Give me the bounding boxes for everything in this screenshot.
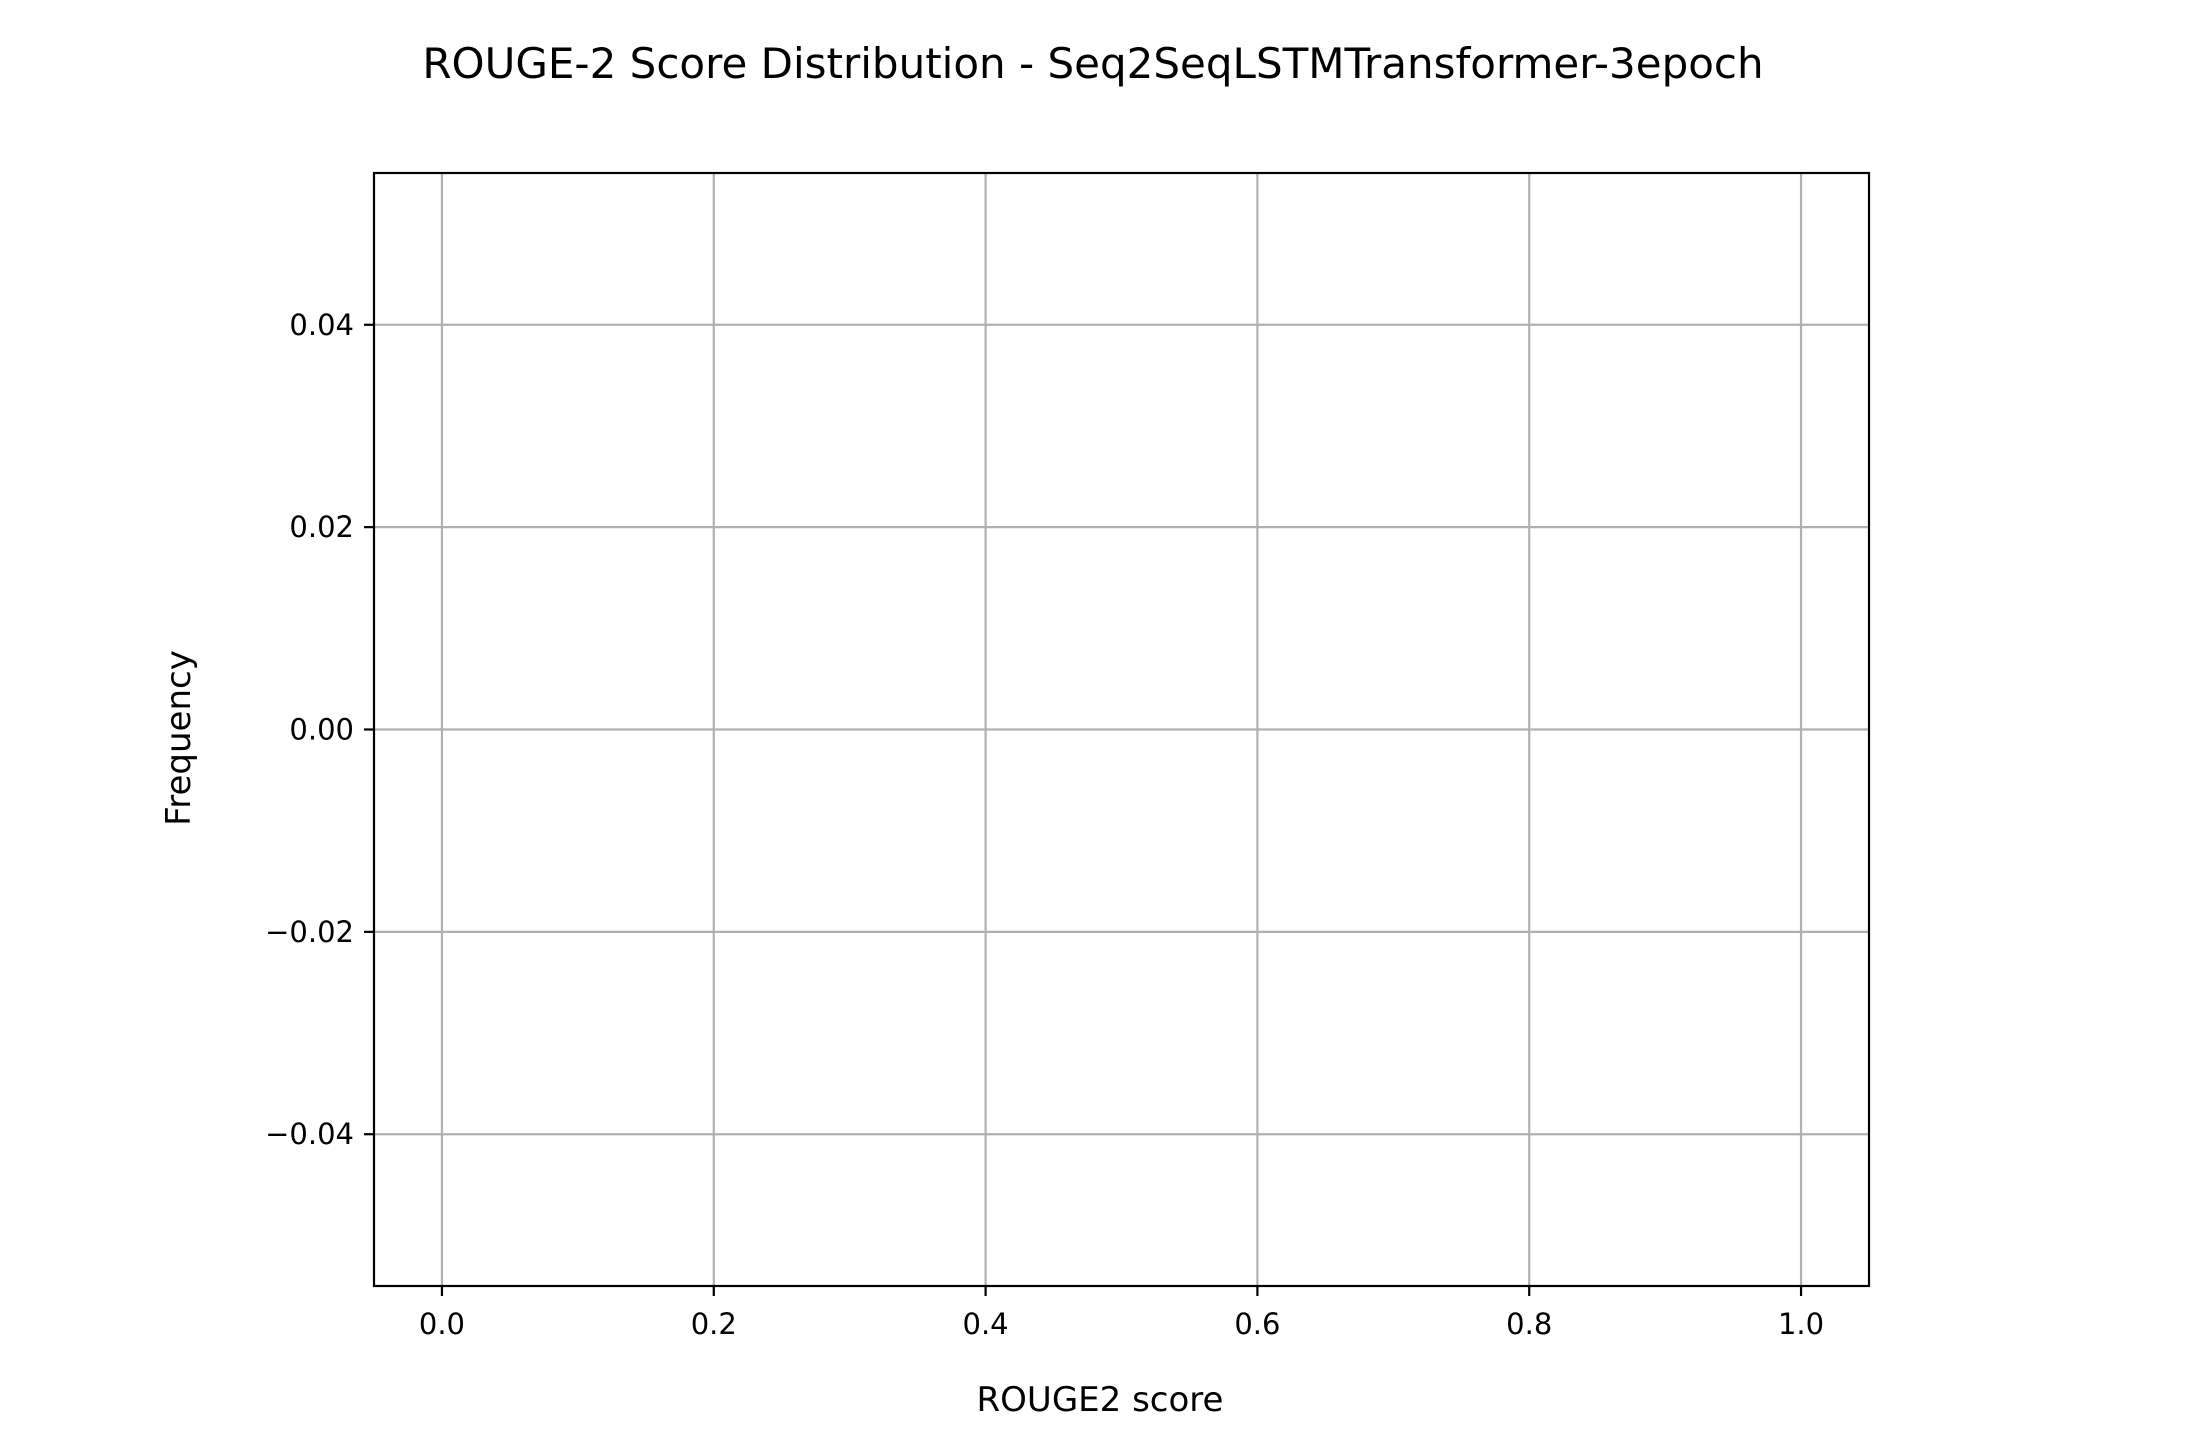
y-tick-label: 0.02: [289, 510, 354, 544]
y-tick-label: 0.04: [289, 308, 354, 342]
y-axis-ticks: 0.04 0.02 0.00 −0.02 −0.04: [265, 308, 374, 1151]
x-tick-label: 0.4: [963, 1307, 1009, 1341]
x-tick-label: 1.0: [1778, 1307, 1824, 1341]
y-axis-label: Frequency: [159, 650, 199, 826]
x-tick-label: 0.6: [1234, 1307, 1280, 1341]
x-axis-ticks: 0.0 0.2 0.4 0.6 0.8 1.0: [419, 1286, 1824, 1341]
x-axis-label: ROUGE2 score: [977, 1380, 1224, 1420]
grid-lines: [374, 173, 1869, 1286]
x-tick-label: 0.0: [419, 1307, 465, 1341]
x-tick-label: 0.8: [1506, 1307, 1552, 1341]
y-tick-label: 0.00: [289, 713, 354, 747]
chart-title: ROUGE-2 Score Distribution - Seq2SeqLSTM…: [422, 39, 1763, 88]
x-tick-label: 0.2: [691, 1307, 737, 1341]
y-tick-label: −0.04: [265, 1117, 354, 1151]
y-tick-label: −0.02: [265, 915, 354, 949]
